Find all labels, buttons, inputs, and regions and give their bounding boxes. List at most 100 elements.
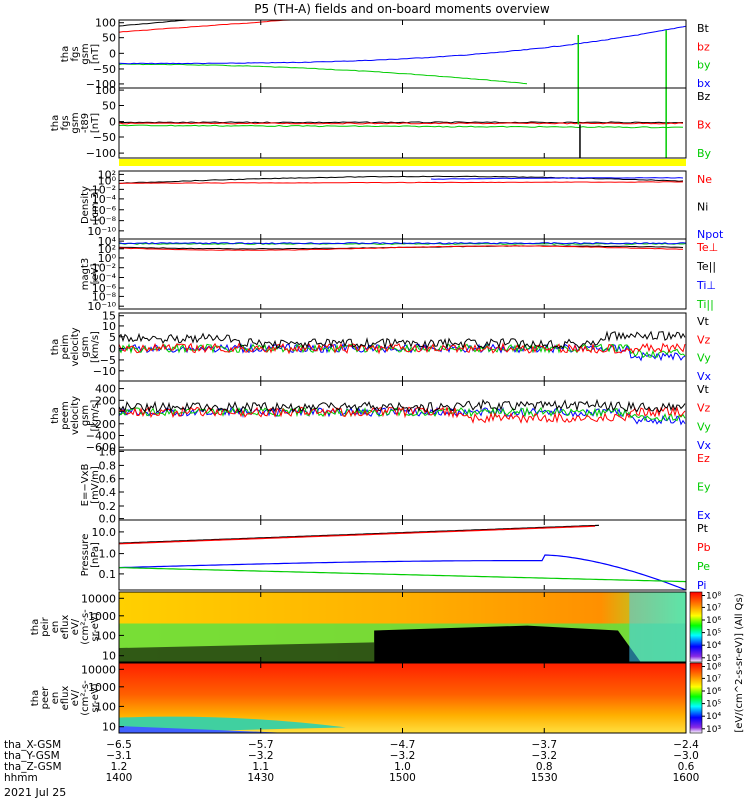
colorbar-upper (689, 591, 703, 663)
efield-legend-entry: Ex (697, 509, 711, 522)
pressure-y-tick-label: 0.1 (99, 568, 117, 581)
pressure-pe-trace (118, 567, 687, 583)
x-row-value: 1.2 (111, 761, 128, 773)
peir-y-axis-label: (cm²-s- (80, 609, 91, 645)
peim-vel-y-tick-label: 5 (109, 331, 116, 344)
x-row-value: 0.8 (536, 761, 553, 773)
fgs-legend-entry: bz (697, 40, 710, 53)
peir-y-tick-label: 1000 (88, 610, 116, 623)
peir-y-axis-label: eflux (60, 615, 71, 640)
peim-vel-y-axis-label: tha (50, 339, 61, 355)
x-row-value: −3.1 (106, 750, 132, 762)
peim-vel-y-axis-label: velocity (70, 327, 81, 366)
density-y-tick-label: 10⁻⁴ (92, 193, 117, 206)
x-row-value: 1400 (106, 772, 133, 784)
colorbar-tick-label: 10⁴ (706, 712, 721, 722)
fgs-bz-trace (118, 19, 299, 33)
fgs-legend-entry: bx (697, 77, 711, 90)
peem-vel-legend-entry: Vt (697, 383, 710, 396)
peim-vel-vz-trace (118, 342, 686, 355)
density-y-tick-label: 10⁻¹⁰ (87, 225, 116, 238)
pressure-pb-trace (118, 525, 596, 545)
colorbar-tick-label: 10⁸ (706, 592, 721, 602)
x-row-value: −3.7 (532, 739, 558, 751)
fgs-y-tick-label: 0 (109, 47, 116, 60)
peem-vel-vz-trace (118, 405, 686, 424)
temp-y-tick-label: 10⁻² (92, 262, 116, 275)
peim-vel-vt-trace (118, 330, 686, 350)
peir-y-axis-label: sr-eV) (90, 612, 101, 641)
x-row-value: 1530 (531, 772, 558, 784)
x-row-value: −6.5 (106, 739, 132, 751)
temp-panel-frame (118, 238, 687, 310)
fgs-dsl-y-tick-label: 100 (95, 84, 116, 97)
density-y-tick-label: 10² (98, 168, 116, 181)
pressure-y-tick-label: 1.0 (99, 548, 117, 561)
colorbar-tick-label: 10⁶ (706, 687, 721, 697)
x-row-value: −3.2 (532, 750, 558, 762)
fgs-dsl-bx-trace (118, 122, 684, 125)
pressure-y-axis-label: Pressure (80, 534, 91, 577)
peir-right-region (629, 592, 686, 662)
peim-vel-y-tick-label: 10 (102, 320, 116, 333)
efield-y-tick-label: 1.0 (99, 445, 117, 458)
x-row-value: −5.7 (248, 739, 274, 751)
peem-vel-y-axis-label: gsm (80, 405, 91, 426)
peer-y-axis-label: eflux (60, 686, 71, 711)
colorbar-tick-label: 10⁸ (706, 663, 721, 673)
temp-y-tick-label: 10² (98, 243, 116, 256)
peim-vel-y-axis-label: gsm (80, 336, 91, 357)
chart-title: P5 (TH-A) fields and on-board moments ov… (254, 2, 550, 16)
pressure-y-tick-label: 10.0 (92, 526, 117, 539)
peem-vel-y-axis-label: peem (60, 401, 71, 429)
peem-vel-legend-entry: Vy (697, 420, 711, 433)
x-row-value: 1430 (247, 772, 274, 784)
colorbar-tick-label: 10⁵ (706, 629, 721, 639)
temp-legend-entry: Ti|| (696, 298, 714, 311)
fgs-dsl-legend-entry: By (697, 147, 712, 160)
fgs-legend-entry: by (697, 59, 711, 72)
density-y-tick-label: 10⁰ (98, 175, 117, 188)
x-row-value: −3.2 (390, 750, 416, 762)
peer-y-axis-label: eV/ (70, 689, 81, 706)
density-ne-trace (118, 181, 684, 184)
pressure-legend-entry: Pe (697, 560, 710, 573)
colorbar-tick-label: 10⁵ (706, 700, 721, 710)
temp-legend-entry: Te⊥ (696, 241, 718, 254)
density-npot-trace (430, 177, 684, 180)
fgs-panel-frame (118, 19, 687, 89)
colorbar-tick-label: 10³ (706, 654, 721, 664)
fgs-dsl-y-tick-label: −50 (93, 131, 116, 144)
pressure-legend-entry: Pt (697, 522, 709, 535)
x-row-label: tha_Z-GSM (4, 761, 62, 773)
pressure-legend-entry: Pb (697, 541, 711, 554)
efield-y-axis-label: [mV/m] (90, 466, 101, 504)
fgs-dsl-bz-trace (118, 121, 684, 124)
x-row-label: tha_X-GSM (4, 739, 61, 751)
density-y-tick-label: 10⁻² (92, 183, 116, 196)
x-row-value: −2.4 (673, 739, 699, 751)
x-row-value: 0.6 (678, 761, 695, 773)
peim-vel-legend-entry: Vy (697, 352, 711, 365)
peer-y-tick-label: 100 (95, 700, 116, 713)
x-row-value: 1500 (389, 772, 416, 784)
fgs-y-tick-label: −100 (86, 78, 116, 91)
peem-vel-vt-trace (118, 398, 686, 414)
peem-vel-y-axis-label: velocity (70, 396, 81, 435)
pressure-pi-trace (118, 554, 687, 591)
peir-y-axis-label: en (50, 621, 61, 634)
fgs-dsl-y-axis-label: tha (50, 115, 61, 131)
temp-teperp-trace (118, 245, 684, 251)
peer-y-axis-label: (cm²-s- (80, 680, 91, 716)
peim-vel-y-tick-label: 0 (109, 342, 116, 355)
density-legend-entry: Npot (697, 228, 724, 241)
fgs-dsl-y-axis-label: -t89 (80, 113, 91, 133)
x-row-value: 1.0 (394, 761, 411, 773)
colorbar-tick-label: 10³ (706, 725, 721, 735)
efield-y-tick-label: 0.0 (99, 513, 117, 526)
efield-y-tick-label: 0.8 (99, 459, 117, 472)
peim-vel-vy-trace (118, 342, 686, 359)
peem-vel-y-tick-label: 0 (109, 405, 116, 418)
